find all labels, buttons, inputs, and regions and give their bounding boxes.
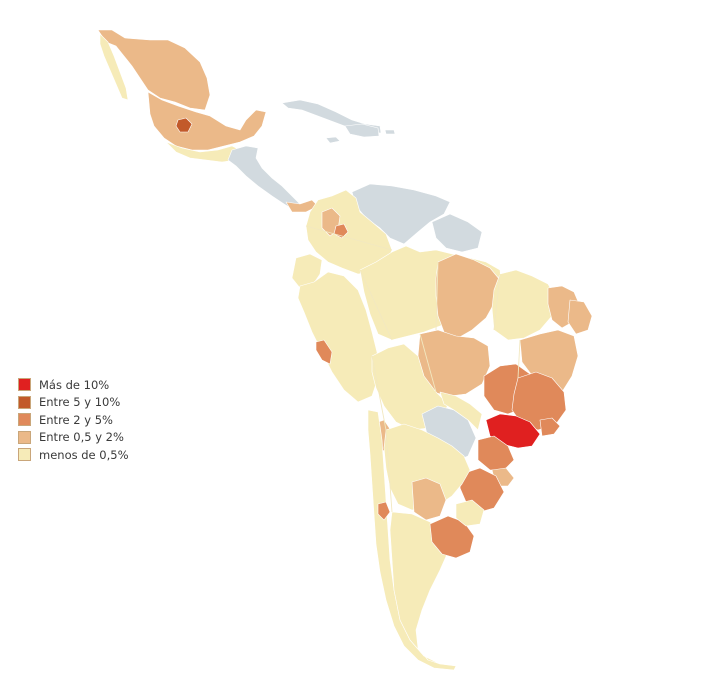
brazil-northeast-region	[491, 269, 557, 341]
brazil-para-region	[435, 253, 501, 339]
jamaica-region	[325, 136, 341, 144]
legend-item-under-05: menos de 0,5%	[18, 446, 129, 464]
legend-item-over-10: Más de 10%	[18, 376, 129, 394]
argentina-mendoza-region	[377, 501, 391, 521]
argentina-cordoba-region	[411, 477, 447, 521]
legend-label: Entre 0,5 y 2%	[39, 430, 124, 445]
brazil-rio-region	[539, 417, 561, 437]
legend-swatch	[18, 430, 31, 444]
legend-swatch	[18, 395, 31, 409]
paraguay-region	[439, 391, 483, 431]
legend-swatch	[18, 378, 31, 392]
mexico-central-region	[147, 91, 267, 151]
lima-region	[315, 339, 333, 365]
guyana-region	[431, 213, 483, 253]
uruguay-region	[455, 499, 485, 527]
peru-region	[297, 271, 379, 403]
buenos-aires-region	[429, 515, 475, 559]
puerto-rico-region	[384, 129, 396, 135]
hispaniola-region	[344, 123, 380, 138]
brazil-parana-region	[477, 435, 515, 471]
legend-item-5-to-10: Entre 5 y 10%	[18, 394, 129, 412]
legend-label: menos de 0,5%	[39, 447, 129, 462]
mexico-city-region	[175, 117, 193, 133]
legend-swatch	[18, 413, 31, 427]
ecuador-region	[291, 253, 323, 289]
baja-california-region	[99, 33, 129, 101]
boundary-lines	[305, 225, 521, 513]
legend-item-05-to-2: Entre 0,5 y 2%	[18, 429, 129, 447]
legend-label: Más de 10%	[39, 377, 110, 392]
legend-label: Entre 5 y 10%	[39, 395, 121, 410]
map-legend: Más de 10% Entre 5 y 10% Entre 2 y 5% En…	[18, 376, 129, 464]
legend-label: Entre 2 y 5%	[39, 412, 113, 427]
legend-item-2-to-5: Entre 2 y 5%	[18, 411, 129, 429]
central-america-region	[227, 145, 301, 211]
legend-swatch	[18, 448, 31, 462]
argentina-north-region	[383, 423, 471, 511]
mexico-northwest-region	[97, 29, 211, 111]
brazil-pernambuco-region	[567, 299, 593, 335]
